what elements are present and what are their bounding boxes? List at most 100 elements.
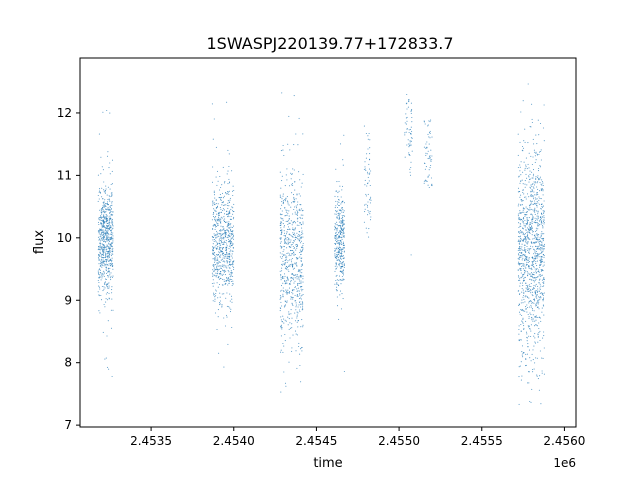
data-point — [216, 266, 218, 268]
data-point — [100, 173, 102, 175]
data-point — [405, 123, 407, 125]
data-point — [112, 211, 114, 213]
data-point — [539, 283, 541, 285]
data-point — [284, 259, 286, 261]
data-point — [214, 312, 217, 314]
data-point — [531, 183, 533, 186]
data-point — [527, 382, 529, 384]
data-point — [110, 279, 112, 281]
data-point — [295, 205, 297, 207]
data-point — [527, 233, 529, 235]
data-point — [222, 232, 224, 235]
data-point — [296, 317, 298, 319]
data-point — [298, 117, 300, 119]
data-point — [531, 267, 533, 269]
data-point — [406, 144, 408, 146]
data-point — [531, 118, 533, 120]
data-point — [541, 279, 543, 281]
data-point — [537, 270, 540, 272]
data-point — [522, 263, 524, 265]
data-point — [341, 263, 343, 266]
data-point — [520, 212, 522, 214]
data-point — [340, 230, 342, 232]
data-point — [532, 246, 534, 248]
data-point — [339, 257, 342, 260]
data-point — [527, 249, 529, 251]
data-point — [103, 254, 105, 256]
data-point — [537, 285, 539, 287]
data-point — [537, 341, 539, 343]
data-point — [292, 241, 294, 244]
data-point — [540, 261, 542, 263]
data-point — [302, 223, 304, 225]
data-point — [538, 274, 540, 276]
data-point — [336, 217, 338, 219]
data-point — [111, 224, 113, 226]
data-point — [218, 278, 220, 280]
data-point — [232, 207, 234, 209]
data-point — [519, 212, 521, 214]
data-point — [98, 246, 100, 248]
data-point — [105, 227, 108, 230]
x-tick-label: 2.4545 — [295, 434, 337, 448]
data-point — [214, 254, 216, 256]
data-point — [334, 256, 336, 258]
data-point — [280, 187, 282, 189]
data-point — [227, 224, 229, 226]
data-point — [221, 252, 224, 254]
data-point — [212, 258, 214, 260]
data-point — [339, 255, 341, 257]
data-point — [288, 264, 290, 266]
data-point — [337, 251, 339, 253]
data-point — [364, 208, 366, 210]
data-point — [540, 296, 542, 298]
data-point — [111, 202, 113, 204]
data-point — [526, 257, 528, 259]
data-point — [534, 277, 536, 279]
data-point — [524, 241, 526, 243]
data-point — [336, 305, 339, 307]
data-point — [97, 194, 99, 197]
data-point — [532, 279, 534, 281]
data-point — [104, 249, 106, 251]
data-point — [225, 193, 228, 195]
data-point — [537, 219, 539, 221]
data-point — [101, 272, 103, 274]
data-point — [295, 274, 297, 276]
data-point — [226, 210, 228, 213]
data-point — [526, 223, 528, 225]
data-point — [342, 266, 344, 268]
data-point — [218, 189, 221, 191]
data-point — [299, 301, 301, 303]
data-point — [221, 306, 223, 308]
data-point — [286, 231, 288, 233]
data-point — [219, 194, 221, 196]
data-point — [531, 353, 533, 355]
data-point — [112, 241, 114, 243]
data-point — [428, 174, 430, 176]
data-point — [292, 293, 294, 295]
data-point — [296, 204, 299, 206]
data-point — [110, 275, 112, 277]
data-point — [286, 280, 288, 282]
data-point — [102, 250, 104, 252]
data-point — [301, 290, 303, 292]
data-point — [218, 213, 220, 215]
data-point — [339, 143, 342, 145]
data-point — [338, 240, 340, 242]
data-point — [531, 223, 533, 225]
data-point — [338, 251, 340, 253]
data-point — [101, 246, 103, 248]
data-point — [298, 309, 301, 311]
data-point — [290, 178, 292, 180]
data-point — [541, 247, 543, 249]
data-point — [428, 120, 430, 122]
data-point — [232, 185, 234, 187]
data-point — [215, 256, 217, 258]
data-point — [528, 258, 530, 260]
data-point — [106, 219, 108, 221]
data-point — [542, 357, 544, 359]
data-point — [334, 213, 336, 215]
data-point — [281, 204, 283, 206]
data-point — [543, 305, 545, 307]
